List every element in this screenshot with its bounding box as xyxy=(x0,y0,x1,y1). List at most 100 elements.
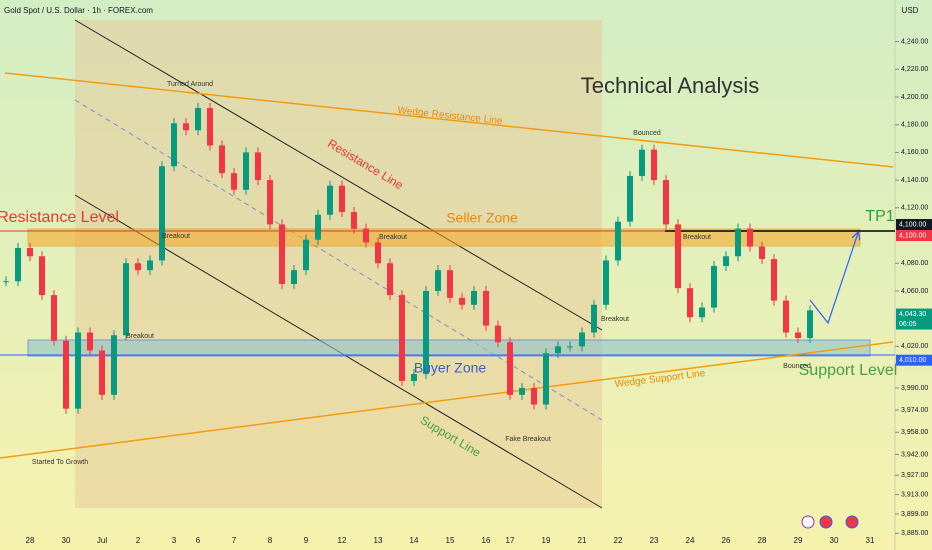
x-tick-label: 8 xyxy=(268,536,273,545)
x-tick-label: 28 xyxy=(26,536,35,545)
candle xyxy=(267,180,273,225)
y-tick-label: 4,080.00 xyxy=(901,260,928,267)
candle xyxy=(387,263,393,296)
candle xyxy=(567,346,573,348)
candle xyxy=(231,173,237,190)
y-tick-label: 4,240.00 xyxy=(901,38,928,45)
candle xyxy=(747,228,753,247)
candle xyxy=(591,304,597,333)
candle xyxy=(771,259,777,301)
candle xyxy=(435,270,441,291)
candle xyxy=(243,152,249,190)
candle xyxy=(279,224,285,285)
price-label: 4,043.30 xyxy=(899,311,926,318)
event-icon[interactable] xyxy=(819,515,833,529)
candle xyxy=(663,180,669,225)
event-icon[interactable] xyxy=(801,515,815,529)
candle xyxy=(471,290,477,305)
x-tick-label: 31 xyxy=(866,536,875,545)
x-tick-label: 6 xyxy=(196,536,201,545)
candle xyxy=(447,270,453,298)
candle xyxy=(3,281,9,283)
countdown: 06:05 xyxy=(899,321,917,328)
candle xyxy=(219,145,225,174)
annotation: Fake Breakout xyxy=(505,436,551,443)
y-tick-label: 4,160.00 xyxy=(901,149,928,156)
wedge-support xyxy=(0,341,894,459)
price-label-box xyxy=(896,308,932,330)
price-label: 4,100.00 xyxy=(899,232,926,239)
candle xyxy=(15,247,21,282)
candle xyxy=(159,166,165,261)
candle xyxy=(411,374,417,381)
candle xyxy=(351,211,357,229)
candle xyxy=(615,221,621,261)
price-label-box xyxy=(896,230,932,242)
candle xyxy=(255,152,261,181)
forecast-arrow xyxy=(809,233,858,325)
event-icon[interactable] xyxy=(845,515,859,529)
candle xyxy=(27,247,33,257)
x-tick-label: 3 xyxy=(172,536,177,545)
y-tick-label: 3,899.00 xyxy=(901,511,928,518)
channel-mid xyxy=(74,99,603,421)
y-tick-label: 3,942.00 xyxy=(901,451,928,458)
x-tick-label: 9 xyxy=(304,536,309,545)
y-tick-label: 4,180.00 xyxy=(901,122,928,129)
candle xyxy=(459,297,465,305)
price-label-box xyxy=(896,354,932,366)
x-tick-label: 28 xyxy=(758,536,767,545)
x-tick-label: 2 xyxy=(136,536,141,545)
candle xyxy=(723,256,729,266)
y-tick-label: 4,060.00 xyxy=(901,288,928,295)
price-label: 4,010.00 xyxy=(899,357,926,364)
candle xyxy=(39,256,45,296)
candle xyxy=(399,295,405,381)
wedge-resistance xyxy=(4,72,894,168)
candle xyxy=(291,270,297,285)
y-tick-label: 3,990.00 xyxy=(901,385,928,392)
annotation: Breakout xyxy=(126,333,154,340)
x-tick-label: 23 xyxy=(650,536,659,545)
annotation: Bounced xyxy=(783,363,811,370)
candle xyxy=(207,108,213,146)
candle xyxy=(363,228,369,243)
x-tick-label: 30 xyxy=(830,536,839,545)
y-tick-label: 4,200.00 xyxy=(901,94,928,101)
annotation: Turned Around xyxy=(167,81,213,88)
candle xyxy=(315,214,321,240)
candle xyxy=(687,288,693,318)
y-tick-label: 4,220.00 xyxy=(901,66,928,73)
candle xyxy=(735,228,741,257)
candle xyxy=(171,123,177,167)
annotation: TP1 xyxy=(865,208,894,225)
channel-upper xyxy=(74,19,603,331)
candle xyxy=(51,295,57,341)
x-tick-label: 12 xyxy=(338,536,347,545)
x-tick-label: 7 xyxy=(232,536,237,545)
annotation: Breakout xyxy=(683,234,711,241)
annotation: Seller Zone xyxy=(446,210,518,226)
candle xyxy=(579,332,585,347)
channel-area xyxy=(75,20,602,508)
x-tick-label: 30 xyxy=(62,536,71,545)
candle xyxy=(507,342,513,395)
candle xyxy=(675,224,681,289)
candle xyxy=(99,350,105,395)
y-tick-label: 4,120.00 xyxy=(901,205,928,212)
buyer-zone xyxy=(27,339,871,357)
x-tick-label: 16 xyxy=(482,536,491,545)
candle xyxy=(327,185,333,215)
candle xyxy=(75,332,81,409)
x-tick-label: 24 xyxy=(686,536,695,545)
y-tick-label: 3,913.00 xyxy=(901,491,928,498)
x-tick-label: 22 xyxy=(614,536,623,545)
annotation: Technical Analysis xyxy=(581,73,760,98)
candle xyxy=(795,332,801,339)
candle xyxy=(147,260,153,271)
candle xyxy=(651,149,657,181)
plot xyxy=(3,41,899,534)
candle xyxy=(699,307,705,318)
candle xyxy=(303,239,309,271)
